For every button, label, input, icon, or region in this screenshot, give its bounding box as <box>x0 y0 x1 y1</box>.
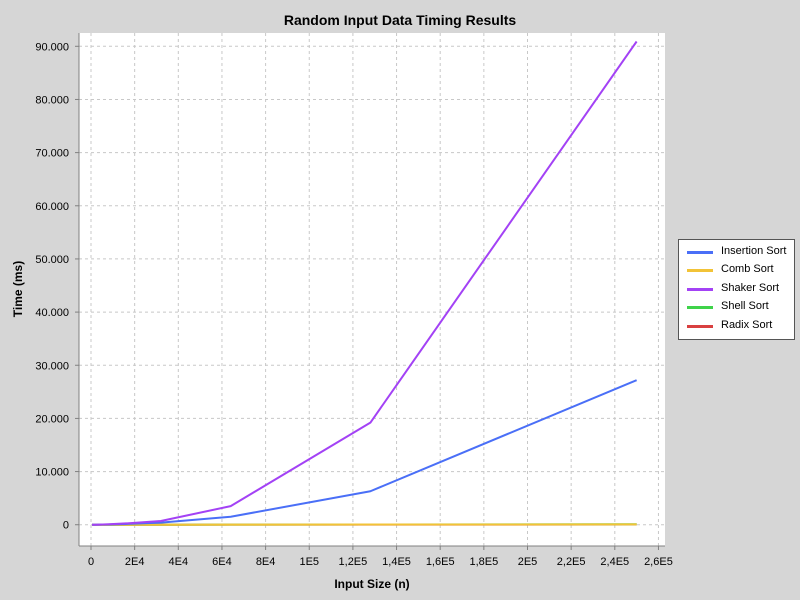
legend-swatch <box>687 269 713 272</box>
y-tick-label: 90.000 <box>35 41 69 53</box>
legend-item-comb-sort: Comb Sort <box>679 261 796 279</box>
x-tick-label: 6E4 <box>212 556 232 568</box>
y-tick-label: 10.000 <box>35 467 69 479</box>
series-layer <box>92 40 638 526</box>
x-tick-label: 2E5 <box>518 556 538 568</box>
y-axis-title: Time (ms) <box>11 261 25 317</box>
legend-label: Insertion Sort <box>721 245 787 257</box>
grid-lines <box>79 33 665 546</box>
x-tick-label: 1E5 <box>299 556 319 568</box>
legend-item-shaker-sort: Shaker Sort <box>679 280 796 298</box>
legend-label: Shaker Sort <box>721 282 780 294</box>
legend-swatch <box>687 288 713 291</box>
x-axis-title: Input Size (n) <box>334 577 409 591</box>
legend-swatch <box>687 306 713 309</box>
legend: Insertion Sort Comb Sort Shaker Sort She… <box>678 239 795 340</box>
legend-swatch <box>687 325 713 328</box>
axes: 0 2E4 4E4 6E4 8E4 1E5 1,2E5 1,4E5 1,6E5 1,8E5 2E5 2… <box>35 33 673 568</box>
x-tick-label: 8E4 <box>256 556 276 568</box>
x-tick-label: 2,2E5 <box>557 556 586 568</box>
series-line-shaker-sort <box>92 40 638 526</box>
y-tick-label: 60.000 <box>35 201 69 213</box>
y-tick-label: 40.000 <box>35 307 69 319</box>
y-tick-label: 0 <box>63 520 69 532</box>
x-tick-label: 2E4 <box>125 556 145 568</box>
y-tick-label: 30.000 <box>35 360 69 372</box>
legend-item-insertion-sort: Insertion Sort <box>679 243 796 261</box>
legend-item-shell-sort: Shell Sort <box>679 298 796 316</box>
x-tick-label: 1,2E5 <box>339 556 368 568</box>
x-tick-label: 2,4E5 <box>600 556 629 568</box>
legend-label: Shell Sort <box>721 300 769 312</box>
x-tick-label: 1,6E5 <box>426 556 455 568</box>
legend-swatch <box>687 251 713 254</box>
x-tick-label: 1,4E5 <box>382 556 411 568</box>
x-tick-label: 4E4 <box>169 556 189 568</box>
legend-label: Comb Sort <box>721 263 774 275</box>
x-tick-label: 0 <box>88 556 94 568</box>
chart-title: Random Input Data Timing Results <box>283 12 517 28</box>
x-tick-label: 2,6E5 <box>644 556 673 568</box>
plot-area <box>79 33 665 546</box>
legend-item-radix-sort: Radix Sort <box>679 317 796 335</box>
y-tick-label: 50.000 <box>35 254 69 266</box>
x-tick-label: 1,8E5 <box>469 556 498 568</box>
y-tick-label: 20.000 <box>35 413 69 425</box>
y-tick-label: 80.000 <box>35 94 69 106</box>
legend-label: Radix Sort <box>721 319 773 331</box>
y-tick-label: 70.000 <box>35 148 69 160</box>
